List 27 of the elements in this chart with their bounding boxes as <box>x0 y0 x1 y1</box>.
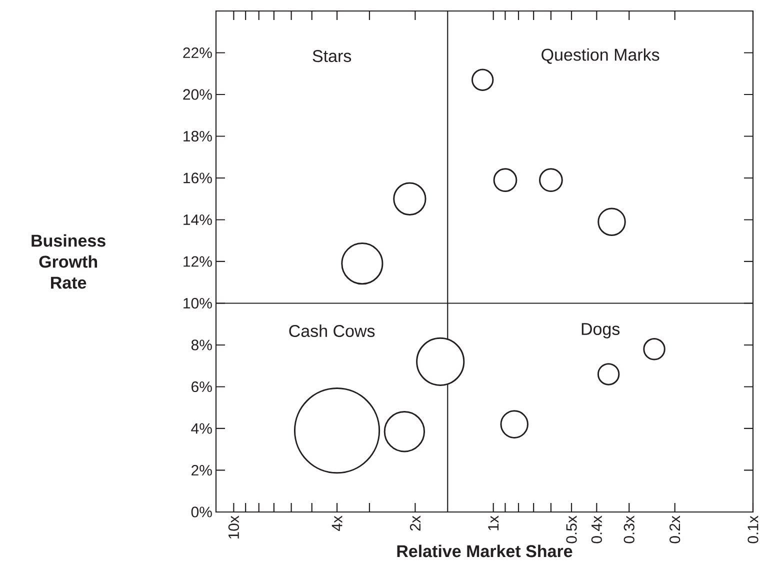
y-tick-label: 16% <box>184 172 212 184</box>
y-tick-label: 20% <box>183 89 212 100</box>
annotation: Stars <box>312 50 352 62</box>
x-tick-label: 0.4x <box>591 516 602 544</box>
annotation: Question Marks <box>542 48 660 64</box>
y-tick-label: 4% <box>191 423 212 434</box>
y-tick-label: 22% <box>183 47 212 58</box>
y-tick-label: 14% <box>184 214 212 225</box>
x-tick-label: 10x <box>228 516 240 539</box>
x-tick-label: 0.5x <box>566 516 577 544</box>
x-tick-label: 0.2x <box>670 516 680 544</box>
x-tick-label: 0.1x <box>748 516 758 544</box>
y-tick-label: 10% <box>184 298 212 309</box>
y-tick-label: 2% <box>192 464 212 476</box>
y-tick-label: 6% <box>192 381 212 392</box>
y-tick-label: 12% <box>184 256 212 267</box>
x-tick-label: 1x <box>488 516 499 530</box>
y-tick-label: 8% <box>191 340 212 350</box>
x-tick-label: 0.3x <box>624 516 634 544</box>
annotation: Dogs <box>582 323 620 338</box>
x-tick-label: 2x <box>410 516 420 531</box>
y-axis-title: Business Growth Rate <box>32 234 106 289</box>
x-tick-label: 4x <box>332 516 342 532</box>
annotation: Cash Cows <box>289 324 375 338</box>
y-tick-label: 18% <box>184 130 212 142</box>
y-tick-label: 0% <box>191 506 212 518</box>
x-axis-title: Relative Market Share <box>397 544 572 558</box>
